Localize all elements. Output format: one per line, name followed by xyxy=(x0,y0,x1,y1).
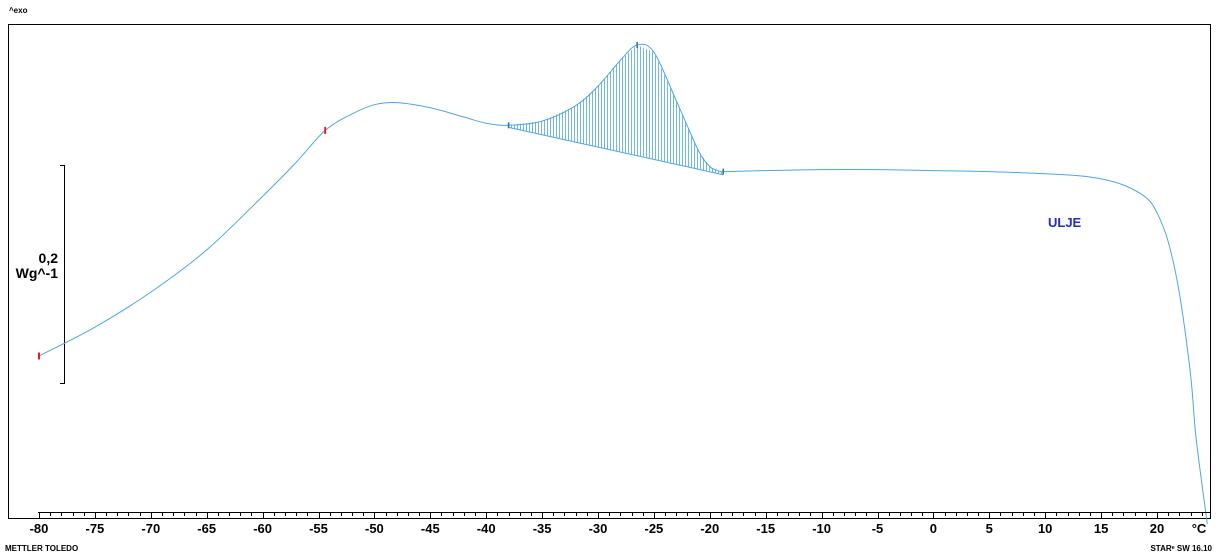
x-tick-label: -50 xyxy=(365,521,384,536)
x-axis-ticks: -80 -75 -70 -65 -60 -55 -50 -45 -40 -35 -30 -25 -20-… xyxy=(30,512,1203,536)
x-tick-label: -25 xyxy=(645,521,664,536)
x-tick-label: -20 xyxy=(700,521,719,536)
footer-right-version: STARᵉ SW 16.10 xyxy=(1150,544,1212,553)
x-tick-label: 10 xyxy=(1038,521,1052,536)
x-tick-label: 5 xyxy=(986,521,993,536)
x-tick-label: -55 xyxy=(309,521,328,536)
x-tick-label: -15 xyxy=(756,521,775,536)
series-label-ulje: ULJE xyxy=(1048,215,1082,230)
scale-bar: 0,2 Wg^-1 xyxy=(16,165,65,384)
footer-left-brand: METTLER TOLEDO xyxy=(5,544,78,553)
x-tick-label: -65 xyxy=(197,521,216,536)
plot-frame xyxy=(8,24,1211,519)
x-tick-label: -10 xyxy=(812,521,831,536)
x-tick-label: -40 xyxy=(477,521,496,536)
x-tick-label: 15 xyxy=(1094,521,1108,536)
exo-label: ^exo xyxy=(9,6,28,15)
x-tick-label: -60 xyxy=(253,521,272,536)
peak-limit-markers xyxy=(507,41,724,175)
x-tick-label: -75 xyxy=(86,521,105,536)
x-tick-label: -35 xyxy=(533,521,552,536)
peak-hatch-area xyxy=(511,45,722,175)
x-axis-unit: °C xyxy=(1192,521,1207,536)
scale-bar-unit: Wg^-1 xyxy=(16,265,59,281)
peak-baseline xyxy=(508,126,724,176)
x-tick-label: -30 xyxy=(589,521,608,536)
series-line-ulje xyxy=(38,43,1208,524)
x-tick-label: -5 xyxy=(872,521,884,536)
scale-bar-value: 0,2 xyxy=(39,250,59,266)
x-tick-label: -80 xyxy=(30,521,49,536)
x-tick-label: 0 xyxy=(930,521,937,536)
x-tick-label: -70 xyxy=(141,521,160,536)
x-tick-label: 20 xyxy=(1150,521,1164,536)
x-tick-label: -45 xyxy=(421,521,440,536)
evaluation-markers xyxy=(38,126,327,360)
